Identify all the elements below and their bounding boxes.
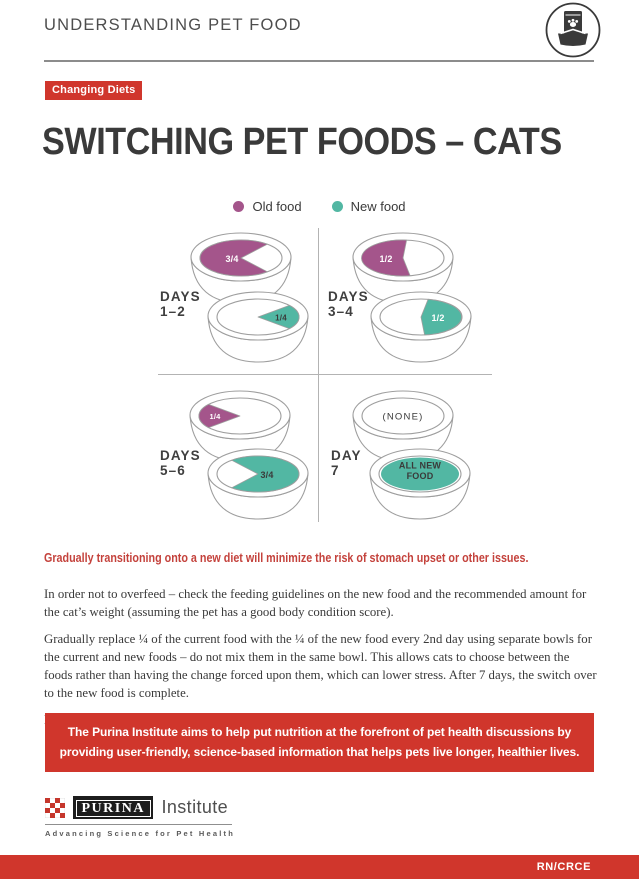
body-text-column: Gradually transitioning onto a new diet … (44, 551, 600, 738)
legend-item-new-food: New food (331, 199, 406, 214)
purina-institute-banner: The Purina Institute aims to help put nu… (45, 713, 594, 772)
day-label-days-3-4: DAYS 3–4 (328, 289, 369, 319)
purina-wordmark: PURINA (73, 796, 154, 819)
day-label-days-1-2: DAYS 1–2 (160, 289, 201, 319)
day-label-days-5-6: DAYS 5–6 (160, 448, 201, 478)
bowl-days-5-6-new: 3/4 (205, 447, 311, 523)
footer-tagline: Advancing Science for Pet Health (45, 824, 233, 838)
svg-text:1/2: 1/2 (379, 254, 392, 264)
bowl-day-7-all-new: ALL NEW FOOD (367, 447, 473, 523)
svg-text:ALL NEW: ALL NEW (399, 460, 442, 470)
legend: Old food New food (0, 199, 639, 214)
bottom-red-bar: RN/CRCE (0, 855, 639, 879)
new-food-swatch (331, 201, 343, 212)
purina-checkerboard-logo (44, 797, 66, 818)
svg-text:1/4: 1/4 (275, 314, 287, 323)
pet-food-bag-and-bowl-icon (544, 1, 602, 64)
svg-text:1/4: 1/4 (209, 412, 221, 421)
page-title: UNDERSTANDING PET FOOD (44, 16, 302, 34)
old-food-swatch (233, 201, 245, 212)
category-badge: Changing Diets (45, 81, 143, 100)
footer-logo-block: PURINA Institute Advancing Science for P… (44, 796, 233, 838)
legend-item-old-food: Old food (233, 199, 302, 214)
bowl-day-7-old-none: (NONE) (350, 389, 456, 465)
header-divider (44, 60, 594, 62)
svg-text:3/4: 3/4 (225, 254, 238, 264)
svg-text:(NONE): (NONE) (383, 412, 424, 423)
highlight-sentence: Gradually transitioning onto a new diet … (44, 551, 529, 565)
bowl-days-3-4-old: 1/2 (350, 231, 456, 307)
old-food-label: Old food (252, 199, 302, 214)
bowl-days-3-4-new: 1/2 (368, 290, 474, 366)
svg-text:3/4: 3/4 (260, 470, 273, 480)
day-label-day-7: DAY 7 (331, 448, 362, 478)
bowl-days-1-2-old: 3/4 (188, 231, 294, 307)
paragraph-replace-method: Gradually replace ¼ of the current food … (44, 632, 597, 700)
svg-text:FOOD: FOOD (407, 471, 434, 481)
banner-text: The Purina Institute aims to help put nu… (59, 724, 580, 759)
diagram-vertical-divider (318, 228, 319, 522)
document-code: RN/CRCE (536, 861, 591, 873)
diagram-horizontal-divider (158, 374, 492, 375)
paragraph-feeding-guidelines: In order not to overfeed – check the fee… (44, 587, 587, 619)
main-title: SWITCHING PET FOODS – CATS (42, 121, 562, 163)
institute-label: Institute (161, 797, 229, 817)
transition-diagram: DAYS 1–2 3/4 1/4 DAYS 3–4 1/2 (140, 224, 500, 524)
bowl-days-1-2-new: 1/4 (205, 290, 311, 366)
svg-text:1/2: 1/2 (431, 313, 444, 323)
new-food-label: New food (350, 199, 406, 214)
